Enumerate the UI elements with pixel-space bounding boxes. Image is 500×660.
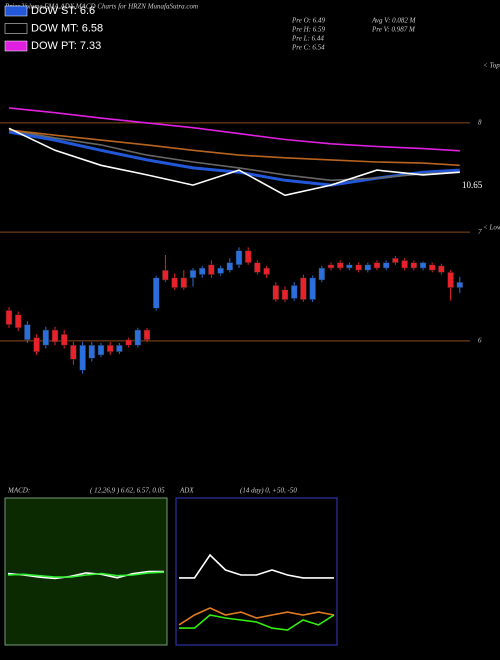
- candle-body: [438, 265, 445, 273]
- series-line: [8, 129, 460, 182]
- adx-subtitle: (14 day) 0, +50, -50: [240, 487, 297, 495]
- candle-body: [263, 267, 270, 275]
- candle-body: [143, 329, 151, 341]
- candle-body: [318, 267, 326, 281]
- legend-swatch: [4, 23, 28, 34]
- candle-body: [14, 314, 22, 329]
- candle-body: [235, 250, 243, 266]
- candle-body: [106, 344, 114, 352]
- annotation: < Lows: [483, 224, 500, 232]
- annotation: 10.65: [462, 180, 483, 190]
- series-line: [8, 107, 460, 152]
- candle-body: [97, 344, 105, 356]
- candle-body: [401, 260, 408, 269]
- candle-body: [327, 264, 335, 269]
- series-line: [178, 607, 335, 626]
- candle-body: [336, 262, 344, 269]
- candle-body: [198, 267, 206, 275]
- legend-swatch: [4, 40, 28, 52]
- candle-body: [180, 277, 188, 288]
- candle-body: [419, 262, 427, 269]
- annotation: Pre O: 6.49: [291, 17, 325, 25]
- candle-body: [189, 269, 197, 279]
- annotation: Pre H: 6.59: [291, 26, 325, 34]
- series-line: [179, 614, 335, 631]
- candle-body: [364, 264, 372, 271]
- annotation: Pre C: 6.54: [291, 44, 325, 52]
- y-tick-label: 8: [478, 119, 482, 127]
- candle-body: [60, 334, 68, 346]
- candle-body: [70, 344, 77, 360]
- annotation: < Tops: [483, 62, 500, 70]
- candle-body: [125, 339, 132, 346]
- series-line: [7, 571, 165, 578]
- candle-body: [373, 262, 381, 269]
- candle-body: [281, 289, 289, 300]
- candle-body: [162, 269, 169, 281]
- chart-title: Price,Volume,EMA,ADX,MACD Charts for HRZ…: [4, 3, 198, 11]
- legend-swatch: [4, 5, 28, 17]
- candle-body: [24, 324, 31, 341]
- candle-body: [428, 264, 436, 271]
- candle-body: [244, 250, 252, 263]
- candle-body: [116, 344, 123, 352]
- adx-title: ADX: [179, 487, 194, 495]
- candle-body: [254, 262, 261, 273]
- candle-body: [392, 258, 399, 263]
- candle-body: [152, 277, 160, 309]
- candle-body: [447, 272, 454, 288]
- candle-body: [346, 264, 353, 269]
- legend-label: DOW ST: 6.6: [31, 5, 95, 17]
- y-tick-label: 6: [478, 336, 482, 344]
- candle-body: [88, 344, 96, 359]
- legend-label: DOW MT: 6.58: [31, 22, 103, 34]
- annotation: Pre V: 0.987 M: [371, 26, 416, 34]
- candle-body: [300, 277, 307, 300]
- annotation: Avg V: 0.082 M: [371, 17, 417, 25]
- series-line: [179, 553, 334, 579]
- macd-subtitle: ( 12,26,9 ) 6.62, 6.57, 0.05: [90, 487, 165, 495]
- candle-body: [456, 281, 464, 288]
- candle-body: [272, 285, 280, 300]
- candle-body: [134, 329, 142, 346]
- y-tick-label: 7: [478, 228, 482, 236]
- candle-body: [33, 337, 40, 352]
- annotation: Pre L: 6.44: [291, 35, 324, 43]
- candle-body: [79, 344, 86, 371]
- macd-panel: [4, 497, 168, 646]
- candle-body: [51, 329, 59, 343]
- candle-body: [171, 277, 178, 288]
- legend-label: DOW PT: 7.33: [31, 40, 101, 52]
- candle-body: [382, 262, 390, 269]
- candle-body: [5, 310, 13, 325]
- candle-body: [290, 285, 298, 299]
- candle-body: [226, 262, 234, 271]
- candle-body: [208, 264, 215, 275]
- candle-body: [410, 262, 418, 269]
- candle-body: [355, 264, 362, 271]
- candle-body: [42, 329, 50, 346]
- candle-body: [309, 277, 316, 300]
- series-line: [8, 127, 460, 197]
- series-line: [7, 570, 164, 580]
- macd-title: MACD:: [7, 487, 30, 495]
- series-line: [8, 129, 460, 167]
- candle-body: [217, 267, 224, 274]
